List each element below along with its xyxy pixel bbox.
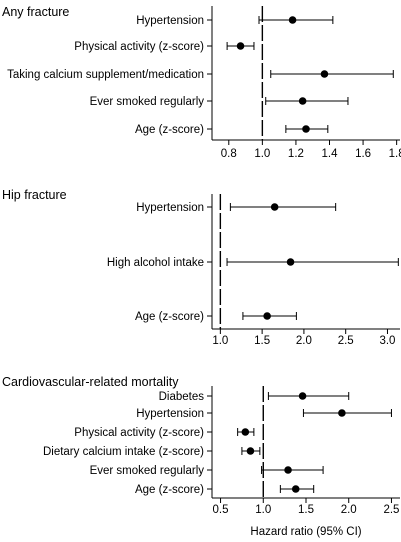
x-tick-label: 1.5 bbox=[298, 504, 314, 516]
point-estimate bbox=[298, 97, 307, 105]
x-tick-label: 2.5 bbox=[383, 504, 399, 516]
row-label: Ever smoked regularly bbox=[90, 96, 205, 108]
point-estimate bbox=[288, 16, 297, 24]
point-estimate bbox=[236, 42, 245, 50]
row-label: High alcohol intake bbox=[107, 257, 204, 269]
x-tick-label: 1.4 bbox=[322, 148, 339, 160]
x-tick-label: 2.5 bbox=[338, 335, 354, 347]
x-tick-label: 1.0 bbox=[254, 148, 270, 160]
x-tick-label: 1.2 bbox=[288, 148, 304, 160]
x-tick-label: 2.0 bbox=[296, 335, 312, 347]
row-label: Diabetes bbox=[159, 391, 205, 403]
row-label: Physical activity (z-score) bbox=[74, 427, 204, 439]
x-tick-label: 3.0 bbox=[379, 335, 395, 347]
point-estimate bbox=[284, 466, 292, 474]
point-estimate bbox=[298, 392, 307, 400]
row-label: Physical activity (z-score) bbox=[74, 41, 204, 53]
point-estimate bbox=[270, 203, 279, 211]
x-tick-label: 0.8 bbox=[221, 148, 237, 160]
x-tick-label: 1.0 bbox=[212, 335, 228, 347]
x-tick-label: 1.5 bbox=[254, 335, 270, 347]
x-tick-label: 1.6 bbox=[355, 148, 371, 160]
point-estimate bbox=[320, 70, 329, 78]
x-tick-label: 1.8 bbox=[389, 148, 401, 160]
point-estimate bbox=[246, 447, 255, 455]
point-estimate bbox=[302, 125, 310, 133]
row-label: Hypertension bbox=[136, 408, 204, 420]
panel-3: Cardiovascular-related mortality 0.5 1.0 1.… bbox=[2, 375, 400, 538]
panel-title: Hip fracture bbox=[2, 188, 67, 202]
row-label: Age (z-score) bbox=[135, 484, 204, 496]
row-label: Age (z-score) bbox=[135, 124, 204, 136]
panel-2: Hip fracture 1.0 1.5 2.0 2.5 3.0 Hypertension H… bbox=[2, 188, 400, 347]
row-label: Age (z-score) bbox=[135, 311, 204, 323]
point-estimate bbox=[286, 258, 295, 266]
point-estimate bbox=[338, 409, 346, 417]
panel-title: Cardiovascular-related mortality bbox=[2, 375, 179, 389]
row-label: Taking calcium supplement/medication bbox=[7, 69, 204, 81]
row-label: Dietary calcium intake (z-score) bbox=[43, 446, 204, 458]
row-label: Hypertension bbox=[136, 15, 204, 27]
x-tick-label: 1.0 bbox=[255, 504, 271, 516]
x-tick-label: 0.5 bbox=[213, 504, 229, 516]
panel-title: Any fracture bbox=[2, 5, 69, 19]
row-label: Ever smoked regularly bbox=[90, 465, 205, 477]
row-label: Hypertension bbox=[136, 202, 204, 214]
point-estimate bbox=[263, 312, 271, 320]
point-estimate bbox=[241, 428, 250, 436]
panel-1: Any fracture 0.8 1.0 1.2 1.4 1.6 1.8 Hypertensi… bbox=[2, 5, 401, 160]
x-tick-label: 2.0 bbox=[341, 504, 357, 516]
x-axis-title: Hazard ratio (95% CI) bbox=[250, 526, 361, 538]
point-estimate bbox=[291, 485, 300, 493]
